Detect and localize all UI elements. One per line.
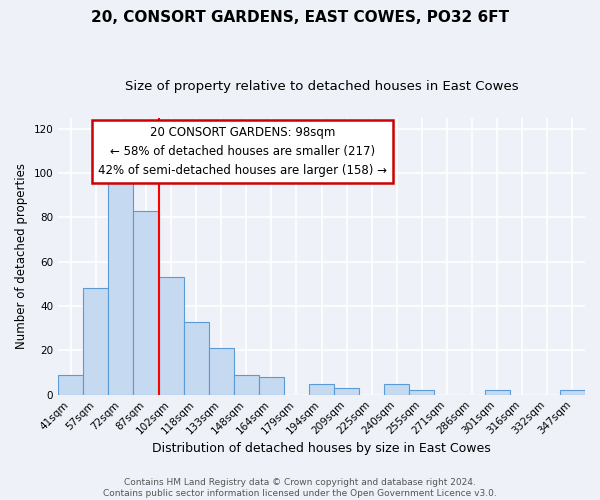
Bar bbox=[259, 377, 284, 394]
Text: 20 CONSORT GARDENS: 98sqm
← 58% of detached houses are smaller (217)
42% of semi: 20 CONSORT GARDENS: 98sqm ← 58% of detac… bbox=[98, 126, 387, 177]
Bar bbox=[133, 211, 158, 394]
Bar bbox=[334, 388, 359, 394]
Bar bbox=[385, 384, 409, 394]
Bar bbox=[83, 288, 109, 395]
Bar bbox=[109, 173, 133, 394]
Bar bbox=[184, 322, 209, 394]
Bar bbox=[309, 384, 334, 394]
Text: 20, CONSORT GARDENS, EAST COWES, PO32 6FT: 20, CONSORT GARDENS, EAST COWES, PO32 6F… bbox=[91, 10, 509, 25]
Bar bbox=[234, 375, 259, 394]
Bar bbox=[158, 278, 184, 394]
Bar bbox=[209, 348, 234, 395]
X-axis label: Distribution of detached houses by size in East Cowes: Distribution of detached houses by size … bbox=[152, 442, 491, 455]
Bar bbox=[409, 390, 434, 394]
Text: Contains HM Land Registry data © Crown copyright and database right 2024.
Contai: Contains HM Land Registry data © Crown c… bbox=[103, 478, 497, 498]
Title: Size of property relative to detached houses in East Cowes: Size of property relative to detached ho… bbox=[125, 80, 518, 93]
Y-axis label: Number of detached properties: Number of detached properties bbox=[15, 164, 28, 350]
Bar bbox=[560, 390, 585, 394]
Bar bbox=[485, 390, 510, 394]
Bar bbox=[58, 375, 83, 394]
